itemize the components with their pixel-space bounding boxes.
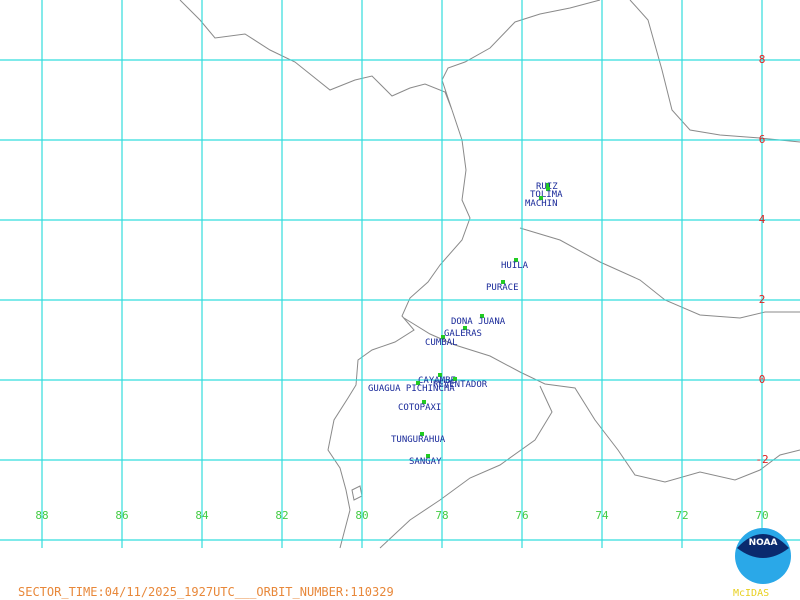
mcidas-label: McIDAS xyxy=(733,588,769,599)
noaa-logo: NOAA McIDAS xyxy=(733,528,791,599)
longitude-label: 76 xyxy=(515,509,528,522)
longitude-label: 78 xyxy=(435,509,448,522)
latitude-label: 4 xyxy=(759,213,766,226)
volcano-marker xyxy=(546,183,550,187)
volcano-label: GUAGUA PICHINCHA xyxy=(368,384,455,394)
volcano-marker xyxy=(539,196,543,200)
noaa-label: NOAA xyxy=(749,538,778,548)
volcano-label: DONA JUANA xyxy=(451,317,506,327)
longitude-label: 88 xyxy=(35,509,48,522)
volcano-label: SANGAY xyxy=(409,457,442,467)
volcano-label: COTOPAXI xyxy=(398,403,441,413)
volcano-marker xyxy=(441,335,445,339)
volcano-marker xyxy=(480,314,484,318)
longitude-label: 72 xyxy=(675,509,688,522)
volcano-marker xyxy=(463,326,467,330)
logo-bird xyxy=(737,534,789,558)
volcano-label: CAYAMBE xyxy=(418,376,456,386)
volcanoes: RUIZTOLIMAMACHINHUILAPURACEDONA JUANAGAL… xyxy=(368,182,563,467)
longitude-label: 74 xyxy=(595,509,609,522)
east-coast xyxy=(629,0,800,143)
volcano-label: GALERAS xyxy=(444,329,482,339)
central-america-coast xyxy=(179,0,601,111)
latitude-label: 2 xyxy=(759,293,766,306)
longitude-label: 82 xyxy=(275,509,288,522)
volcano-marker xyxy=(426,454,430,458)
volcano-label: TOLIMA xyxy=(530,190,563,200)
latitude-label: 6 xyxy=(759,133,766,146)
peru-border xyxy=(379,385,553,549)
longitude-label: 80 xyxy=(355,509,368,522)
volcano-marker xyxy=(416,381,420,385)
longitude-label: 84 xyxy=(195,509,209,522)
volcano-marker xyxy=(420,432,424,436)
longitude-label: 70 xyxy=(755,509,768,522)
volcano-label: REVENTADOR xyxy=(433,380,488,390)
volcano-label: TUNGURAHUA xyxy=(391,435,446,445)
volcano-label: CUMBAL xyxy=(425,338,458,348)
volcano-label: MACHIN xyxy=(525,199,558,209)
latitude-label: 8 xyxy=(759,53,766,66)
latitude-label: -2 xyxy=(755,453,768,466)
pacific-coast xyxy=(327,109,471,549)
volcano-marker xyxy=(453,377,457,381)
longitude-label: 86 xyxy=(115,509,128,522)
volcano-marker xyxy=(501,280,505,284)
volcano-marker xyxy=(546,187,550,191)
volcano-label: HUILA xyxy=(501,261,529,271)
footer-text: SECTOR_TIME:04/11/2025_1927UTC___ORBIT_N… xyxy=(18,585,394,599)
colombia-border xyxy=(403,317,800,483)
volcano-marker xyxy=(514,258,518,262)
latitude-label: 0 xyxy=(759,373,766,386)
volcano-label: PURACE xyxy=(486,283,519,293)
volcano-marker xyxy=(438,373,442,377)
volcano-marker xyxy=(422,400,426,404)
